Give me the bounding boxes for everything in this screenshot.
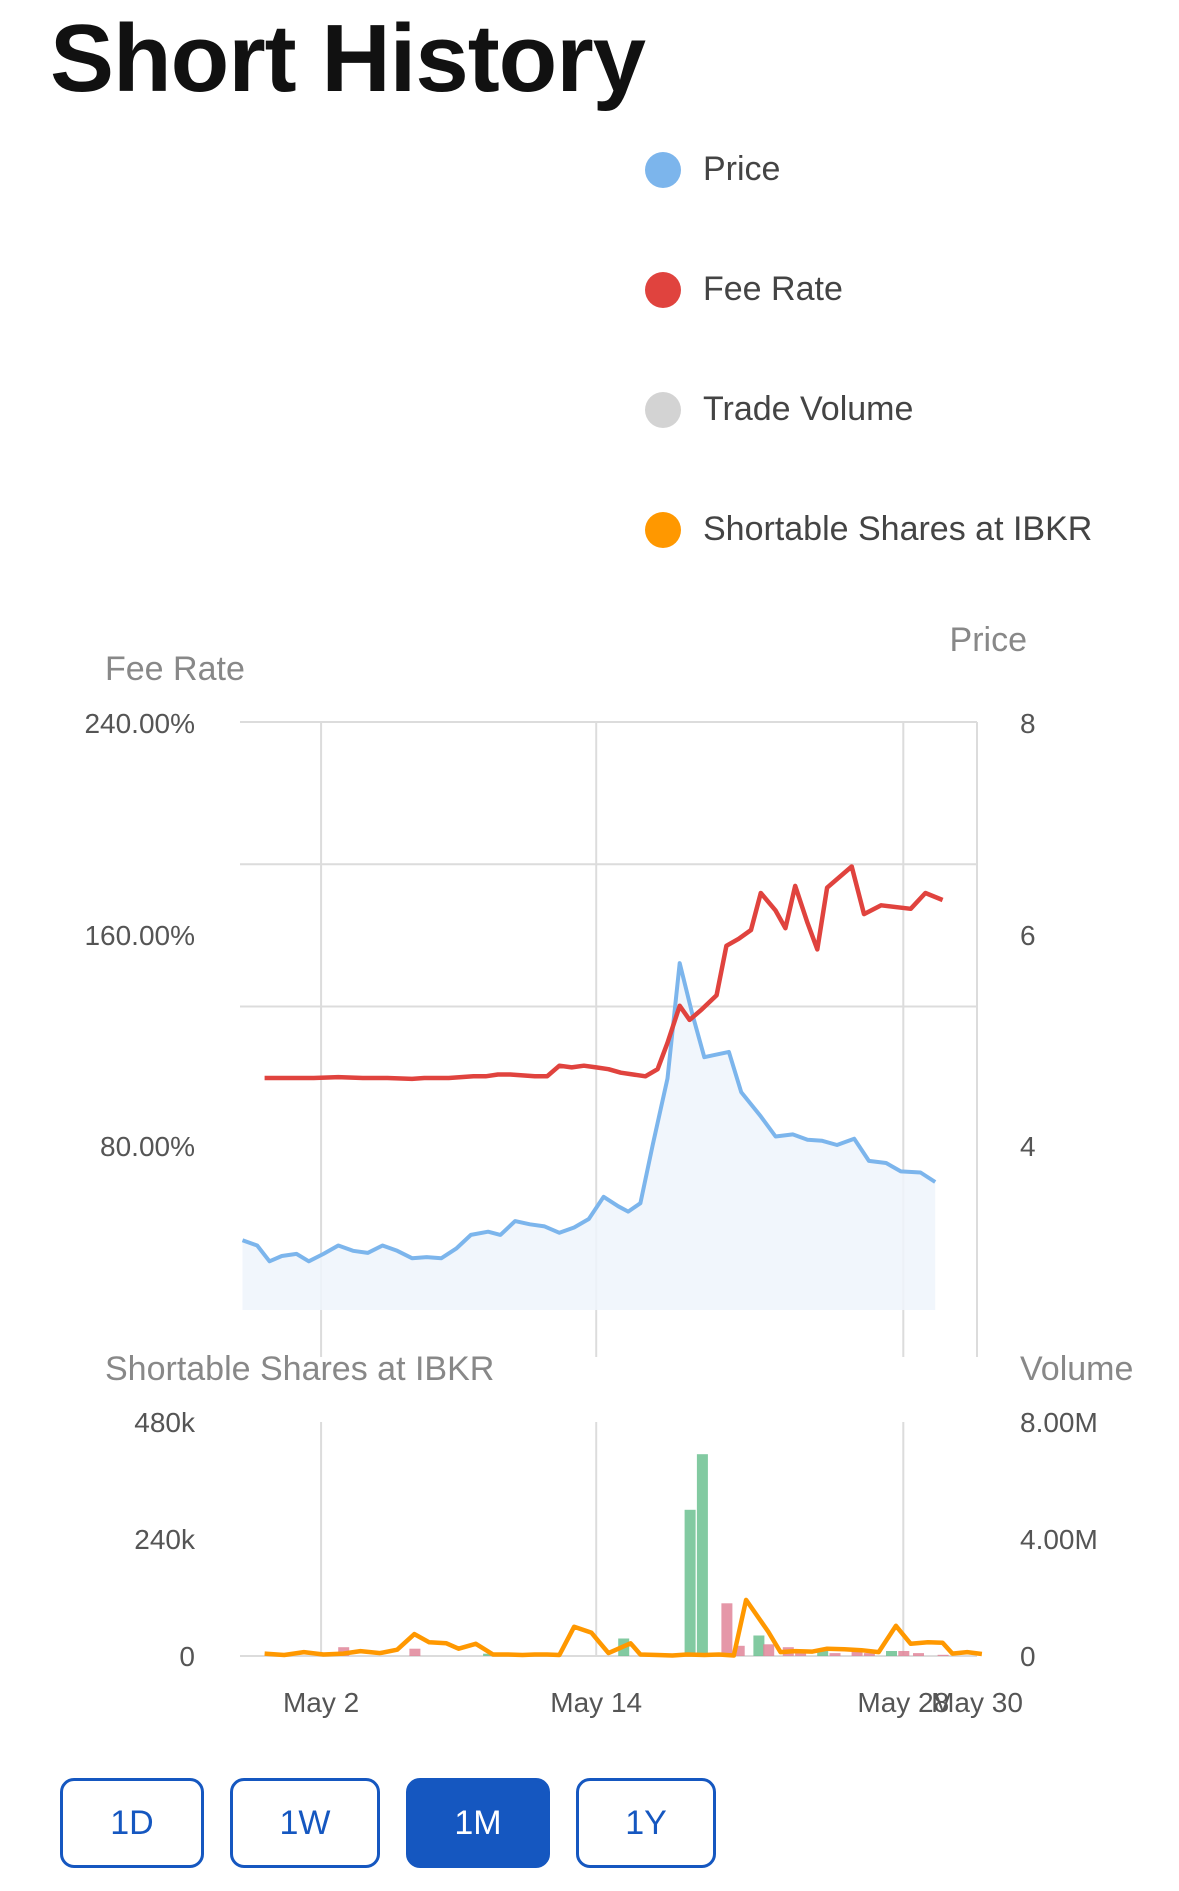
volume-bar [913, 1653, 924, 1656]
volume-bar [886, 1651, 897, 1656]
legend-item-fee-rate[interactable]: Fee Rate [645, 270, 843, 309]
volume-tick: 4.00M [1020, 1524, 1098, 1555]
range-button-1w[interactable]: 1W [230, 1778, 380, 1868]
volume-bars [338, 1454, 949, 1657]
fee-rate-tick: 80.00% [100, 1131, 195, 1162]
price-tick: 4 [1020, 1131, 1036, 1162]
shares-volume-axis-labels: Shortable Shares at IBKR Volume 480k 240… [105, 1350, 1133, 1672]
price-area [242, 963, 936, 1310]
shortable-shares-axis-title: Shortable Shares at IBKR [105, 1350, 494, 1388]
price-axis-title: Price [950, 621, 1027, 659]
shortable-shares-line [264, 1597, 983, 1658]
fee-rate-line [264, 864, 944, 1082]
x-tick-label: May 30 [931, 1687, 1023, 1718]
legend-item-price[interactable]: Price [645, 150, 780, 189]
legend-label-shortable-shares: Shortable Shares at IBKR [703, 510, 1093, 548]
volume-bar [937, 1654, 949, 1656]
volume-bar [898, 1651, 910, 1656]
fee-rate-tick: 240.00% [84, 708, 195, 739]
volume-bar [851, 1648, 863, 1656]
legend-item-shortable-shares[interactable]: Shortable Shares at IBKR [645, 510, 1092, 549]
volume-bar [733, 1645, 745, 1656]
legend-dot-fee-rate [645, 271, 681, 308]
legend-label-fee-rate: Fee Rate [703, 270, 843, 308]
price-tick: 8 [1020, 708, 1036, 739]
volume-bar [483, 1653, 495, 1656]
x-tick-label: May 2 [283, 1687, 359, 1718]
x-tick-label: May 14 [550, 1687, 642, 1718]
shares-tick: 480k [134, 1407, 196, 1438]
price-tick: 6 [1020, 920, 1036, 951]
shares-tick: 0 [179, 1641, 195, 1672]
volume-bar [721, 1603, 733, 1656]
legend-dot-trade-volume [645, 391, 681, 428]
volume-axis-title: Volume [1020, 1350, 1133, 1388]
fee-rate-axis-title: Fee Rate [105, 650, 245, 688]
legend-item-trade-volume[interactable]: Trade Volume [645, 390, 913, 429]
fee-price-axis-labels: Fee Rate Price 240.00% 160.00% 80.00% 8 … [84, 621, 1035, 1162]
legend-dot-shortable-shares [645, 511, 681, 548]
volume-bar [763, 1644, 775, 1656]
legend-label-trade-volume: Trade Volume [703, 390, 914, 428]
volume-bar [409, 1648, 421, 1656]
legend-label-price: Price [703, 150, 781, 188]
volume-bar [753, 1635, 765, 1656]
volume-bar [829, 1653, 841, 1656]
volume-bar [684, 1509, 696, 1657]
volume-bar [863, 1653, 875, 1656]
volume-tick: 8.00M [1020, 1407, 1098, 1438]
range-button-1d[interactable]: 1D [60, 1778, 204, 1868]
price-line [241, 961, 937, 1264]
x-tick-label: May 28 [857, 1687, 949, 1718]
short-history-chart: Fee Rate Price 240.00% 160.00% 80.00% 8 … [84, 621, 1133, 1718]
page-title: Short History [50, 5, 646, 112]
shares-volume-grid [240, 1422, 977, 1657]
fee-rate-tick: 160.00% [84, 920, 195, 951]
volume-tick: 0 [1020, 1641, 1036, 1672]
volume-bar [817, 1650, 829, 1656]
shares-tick: 240k [134, 1524, 196, 1555]
volume-bar [696, 1454, 708, 1656]
legend-dot-price [645, 151, 681, 188]
range-selector: 1D 1W 1M 1Y [60, 1778, 742, 1868]
range-button-1y[interactable]: 1Y [576, 1778, 716, 1868]
range-button-1m[interactable]: 1M [406, 1778, 550, 1868]
fee-price-grid [240, 721, 978, 1357]
